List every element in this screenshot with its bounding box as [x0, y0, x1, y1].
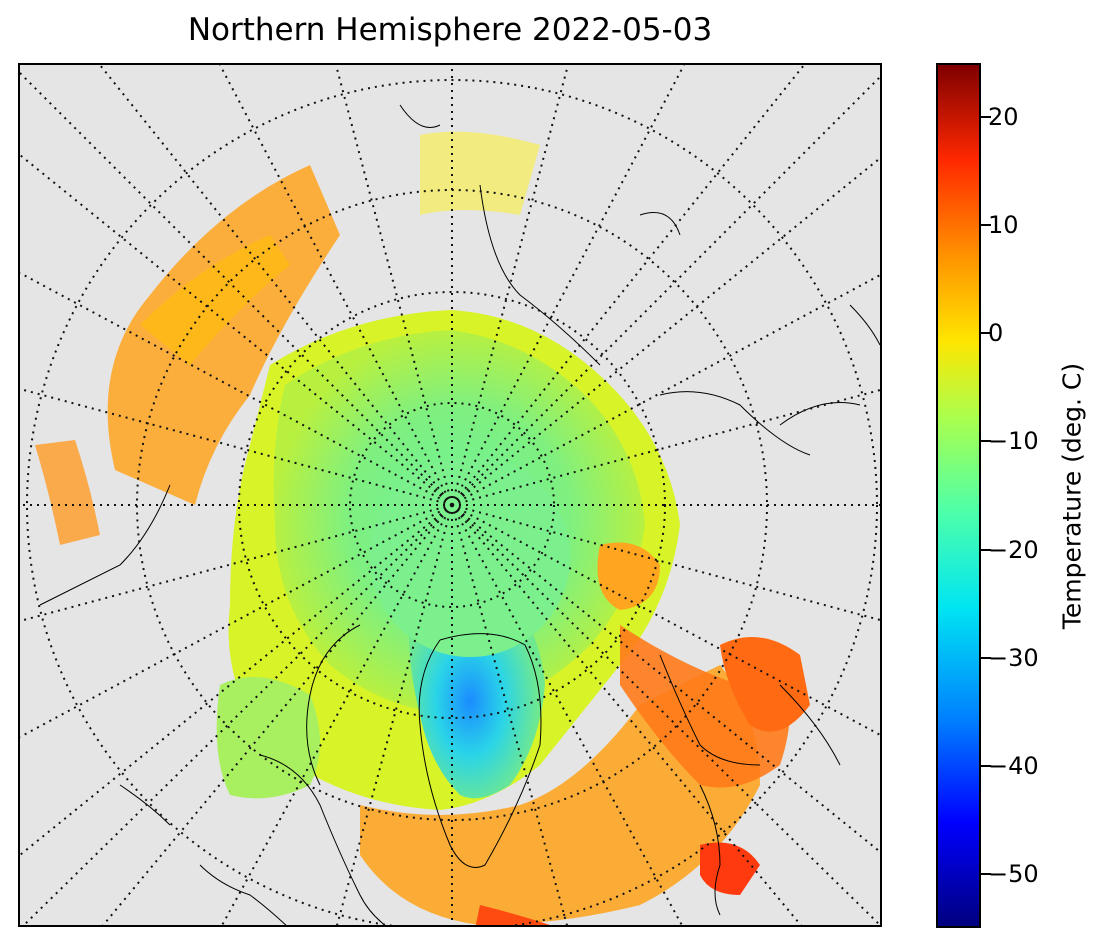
colorbar-tick: [981, 440, 991, 443]
colorbar-tick-label: −50: [988, 859, 1039, 888]
colorbar: [936, 63, 981, 928]
colorbar-label: Temperature (deg. C): [1057, 362, 1087, 630]
map-title: Northern Hemisphere 2022-05-03: [187, 12, 713, 48]
colorbar-tick: [981, 224, 991, 227]
colorbar-tick: [981, 548, 991, 551]
polar-map: [18, 63, 882, 927]
colorbar-tick: [981, 116, 991, 119]
colorbar-tick-label: −30: [988, 643, 1039, 672]
colorbar-tick-label: −40: [988, 751, 1039, 780]
colorbar-tick-label: 10: [988, 211, 1019, 240]
colorbar-tick-label: 20: [988, 103, 1019, 132]
colorbar-tick: [981, 656, 991, 659]
colorbar-tick: [981, 332, 991, 335]
colorbar-tick: [981, 872, 991, 875]
colorbar-tick-label: 0: [988, 319, 1004, 348]
map-canvas: [20, 65, 880, 925]
colorbar-tick: [981, 764, 991, 767]
graticule: [20, 65, 880, 925]
coastlines: [39, 104, 880, 925]
colorbar-tick-label: −20: [988, 535, 1039, 564]
colorbar-tick-label: −10: [988, 427, 1039, 456]
